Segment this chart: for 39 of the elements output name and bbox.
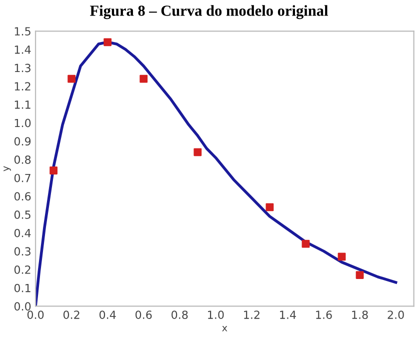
chart-title: Figura 8 – Curva do modelo original: [90, 5, 328, 20]
point: [356, 271, 364, 279]
y-tick-label: 0.0: [14, 302, 31, 311]
y-tick-label: 0.5: [14, 210, 30, 219]
x-tick-label: 2.0: [388, 310, 404, 319]
y-tick-label: 0.6: [14, 192, 31, 201]
point: [194, 148, 202, 156]
x-tick-label: 1.8: [352, 310, 368, 319]
x-tick-label: 0.4: [99, 310, 116, 319]
y-tick-label: 0.7: [14, 174, 30, 182]
y-tick-label: 1.2: [14, 82, 30, 90]
point: [68, 74, 76, 83]
y-tick-label: 0.1: [14, 284, 30, 292]
point: [50, 166, 58, 174]
x-tick-label: 0.0: [27, 310, 44, 319]
point: [266, 203, 274, 212]
point: [140, 74, 148, 83]
x-tick-label: 1.6: [316, 310, 332, 319]
x-axis-title: x: [222, 326, 228, 332]
x-tick-label: 1.0: [208, 310, 224, 319]
point: [104, 38, 112, 46]
y-tick-label: 0.9: [14, 137, 31, 146]
x-tick-label: 1.4: [280, 310, 296, 319]
x-tick-label: 0.6: [136, 310, 152, 319]
y-tick-label: 0.2: [14, 266, 30, 274]
y-tick-label: 1.5: [14, 27, 30, 36]
x-tick-label: 1.2: [244, 310, 260, 319]
x-tick-label: 0.8: [172, 310, 188, 319]
y-tick-label: 0.3: [14, 247, 30, 256]
y-tick-label: 0.8: [14, 155, 31, 164]
y-tick-label: 1.0: [14, 118, 31, 128]
y-tick-label: 1.3: [14, 64, 30, 72]
x-tick-label: 0.2: [63, 310, 80, 319]
point: [302, 240, 310, 248]
y-tick-label: 1.4: [14, 46, 31, 54]
y-tick-label: 0.4: [14, 228, 31, 238]
point: [338, 252, 346, 261]
y-tick-label: 1.1: [14, 100, 30, 109]
y-axis-title: y: [4, 166, 11, 172]
